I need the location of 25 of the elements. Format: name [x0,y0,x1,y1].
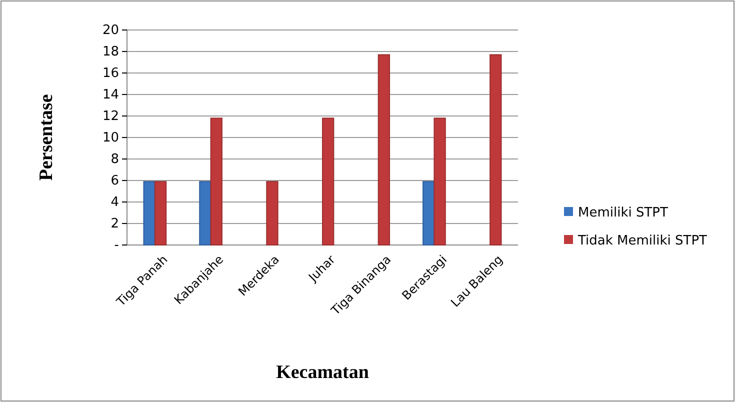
y-tick-label: 12 [102,109,119,124]
bar [322,118,334,246]
y-axis-title: Persentase [36,94,57,181]
y-tick-label: 16 [102,66,119,82]
bar [154,181,167,246]
y-tick-label: 4 [110,195,119,210]
x-axis-title: Kecamatan [276,362,370,383]
legend-label: Memiliki STPT [578,206,668,221]
bar [266,181,278,246]
y-tick-label: 2 [110,216,119,232]
bar [199,181,212,246]
y-tick-label: 14 [102,88,119,103]
y-tick-label: 18 [102,44,119,60]
bar [490,54,502,246]
bar [210,118,222,246]
bar [422,181,435,246]
y-tick-label: 6 [110,174,119,189]
bar [434,118,446,246]
y-tick-label: 8 [110,152,119,168]
y-tick-label: 20 [102,23,119,38]
y-tick-label: - [114,238,120,254]
legend-label: Tidak Memiliki STPT [577,234,708,249]
y-tick-label: 10 [102,130,119,146]
bar [143,181,156,246]
bar [378,54,390,246]
